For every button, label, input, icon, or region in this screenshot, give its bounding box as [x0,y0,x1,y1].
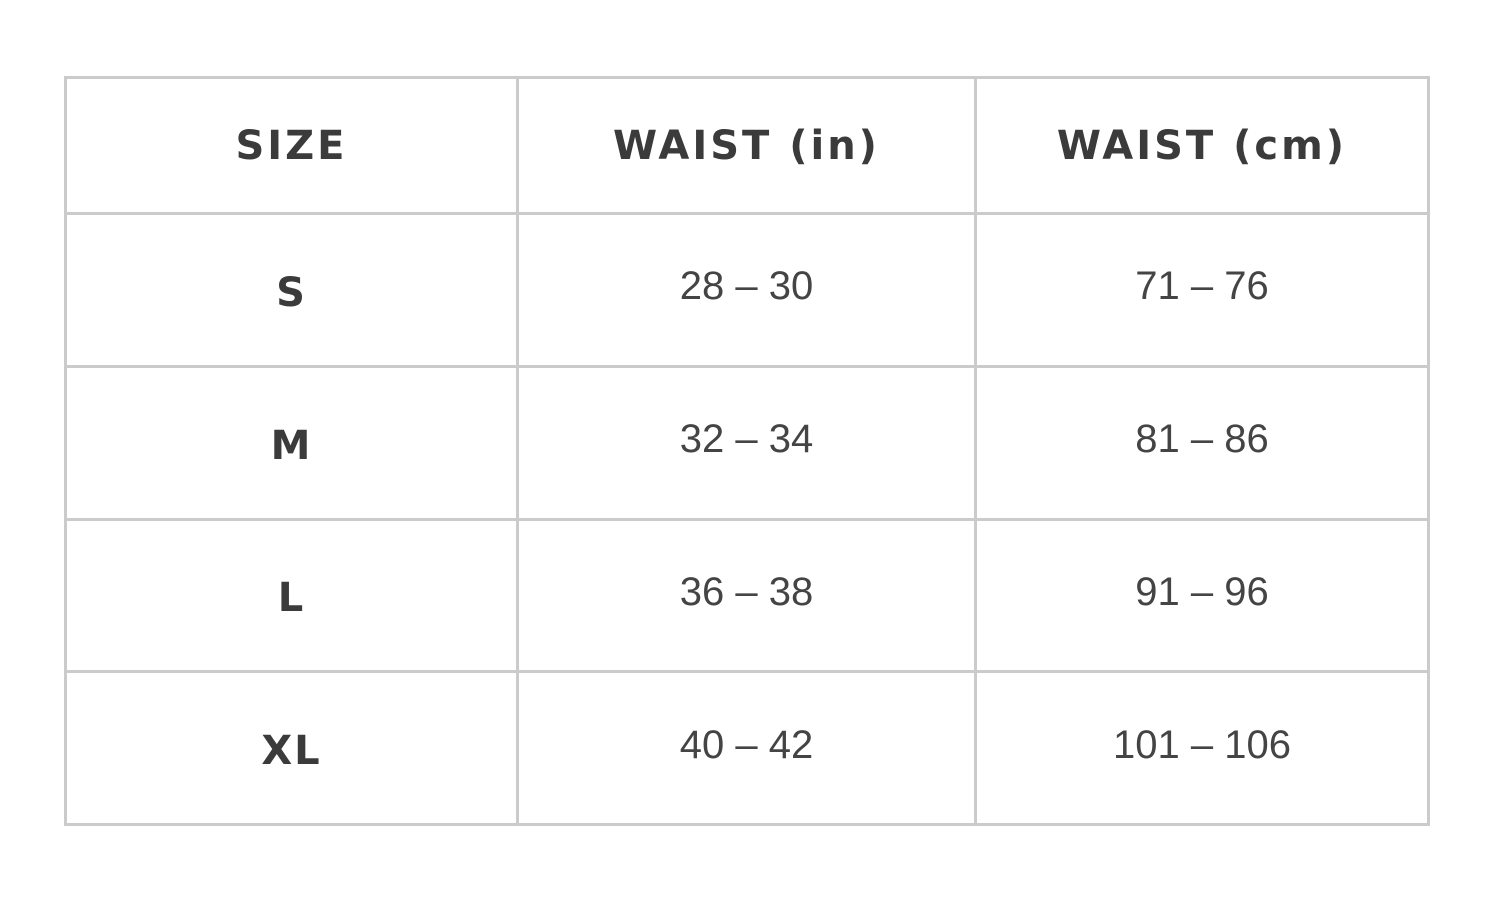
waist-cm-cell: 101 – 106 [974,670,1430,826]
table-row: L 36 – 38 91 – 96 [64,517,1430,674]
waist-cm-cell: 91 – 96 [974,517,1430,674]
size-chart-table: SIZE WAIST (in) WAIST (cm) S 28 – 30 71 … [64,75,1430,826]
header-row: SIZE WAIST (in) WAIST (cm) [64,75,1430,216]
header-waist-in: WAIST (in) [516,75,977,216]
table-row: M 32 – 34 81 – 86 [64,364,1430,521]
table-row: S 28 – 30 71 – 76 [64,212,1430,368]
waist-in-cell: 40 – 42 [516,670,977,826]
table-row: XL 40 – 42 101 – 106 [64,670,1430,826]
waist-in-cell: 32 – 34 [516,364,977,521]
size-cell: S [64,212,519,368]
size-cell: L [64,517,519,674]
waist-in-cell: 28 – 30 [516,212,977,368]
waist-cm-cell: 71 – 76 [974,212,1430,368]
size-cell: M [64,364,519,521]
header-size: SIZE [64,75,519,216]
waist-cm-cell: 81 – 86 [974,364,1430,521]
size-cell: XL [64,670,519,826]
header-waist-cm: WAIST (cm) [974,75,1430,216]
waist-in-cell: 36 – 38 [516,517,977,674]
